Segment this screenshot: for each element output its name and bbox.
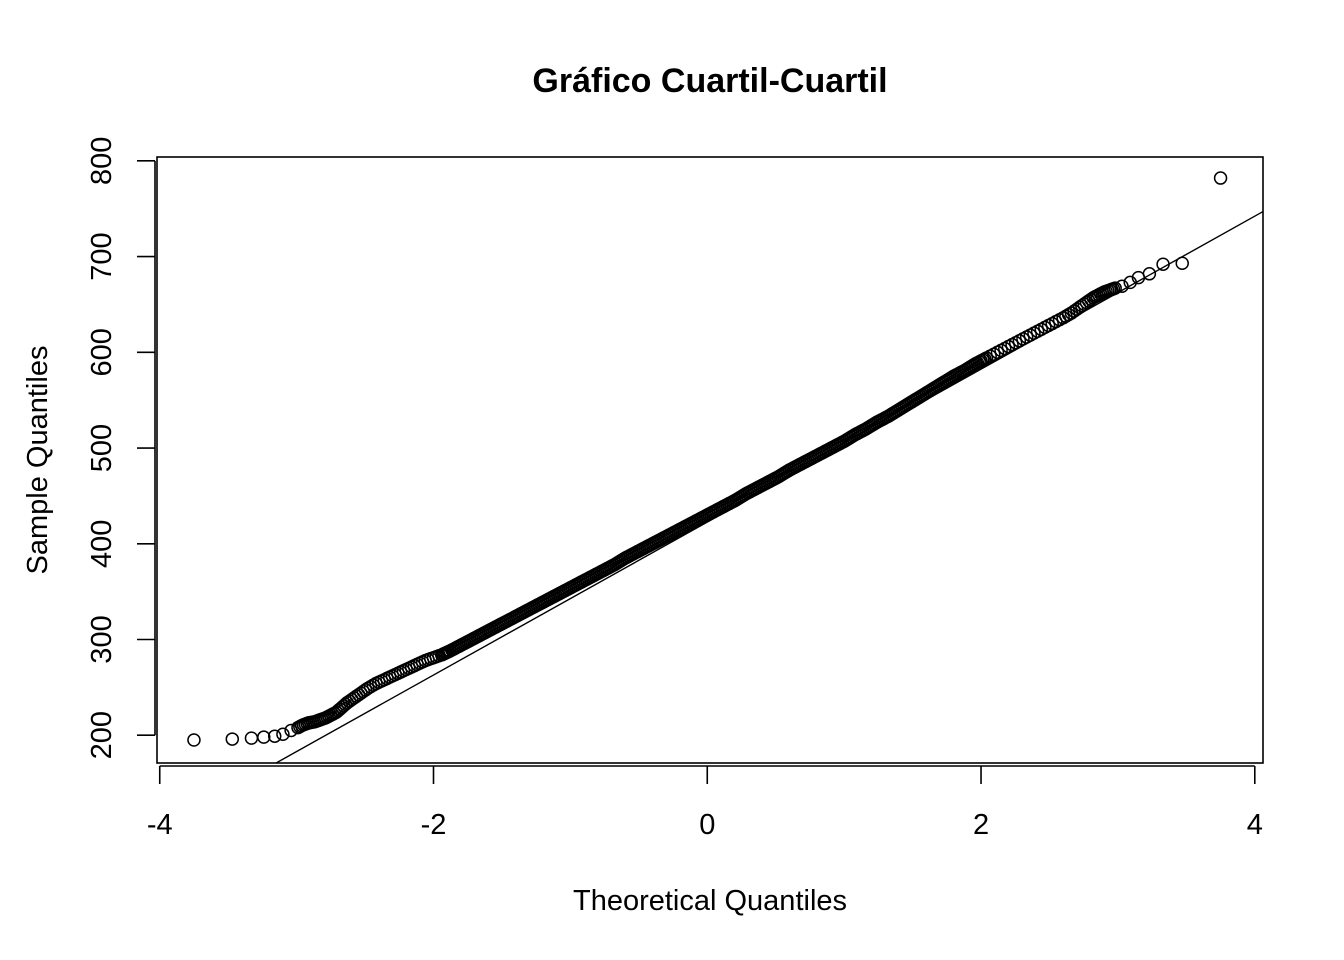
- y-tick-label: 400: [86, 520, 118, 568]
- y-tick-label: 800: [86, 137, 118, 185]
- x-tick-label: 0: [699, 809, 715, 841]
- chart-title: Gráfico Cuartil-Cuartil: [532, 62, 887, 100]
- y-axis: 200 300 400 500 600 700 800: [86, 137, 156, 759]
- data-point: [257, 730, 271, 744]
- y-tick-label: 600: [86, 328, 118, 376]
- data-point: [1213, 171, 1228, 185]
- y-tick-label: 200: [86, 711, 118, 759]
- data-point: [1156, 257, 1170, 271]
- data-point: [225, 732, 240, 746]
- plot-frame: [156, 156, 1264, 764]
- data-point: [1142, 267, 1157, 281]
- data-point: [1115, 279, 1129, 293]
- y-tick-label: 500: [86, 424, 118, 472]
- data-points: [187, 171, 1228, 747]
- x-tick-label: -4: [147, 809, 173, 841]
- x-axis: -4 -2 0 2 4: [147, 765, 1263, 841]
- data-point: [244, 731, 259, 745]
- data-point: [1108, 281, 1122, 295]
- data-point: [267, 729, 282, 743]
- y-tick-label: 700: [86, 232, 118, 280]
- y-tick-label: 300: [86, 615, 118, 663]
- y-axis-label: Sample Quantiles: [22, 346, 54, 575]
- x-tick-label: 2: [973, 809, 989, 841]
- x-tick-label: 4: [1247, 809, 1263, 841]
- x-axis-label: Theoretical Quantiles: [573, 885, 847, 917]
- x-tick-label: -2: [421, 809, 447, 841]
- data-point: [187, 733, 201, 747]
- data-point: [276, 727, 290, 742]
- data-point: [1175, 256, 1189, 271]
